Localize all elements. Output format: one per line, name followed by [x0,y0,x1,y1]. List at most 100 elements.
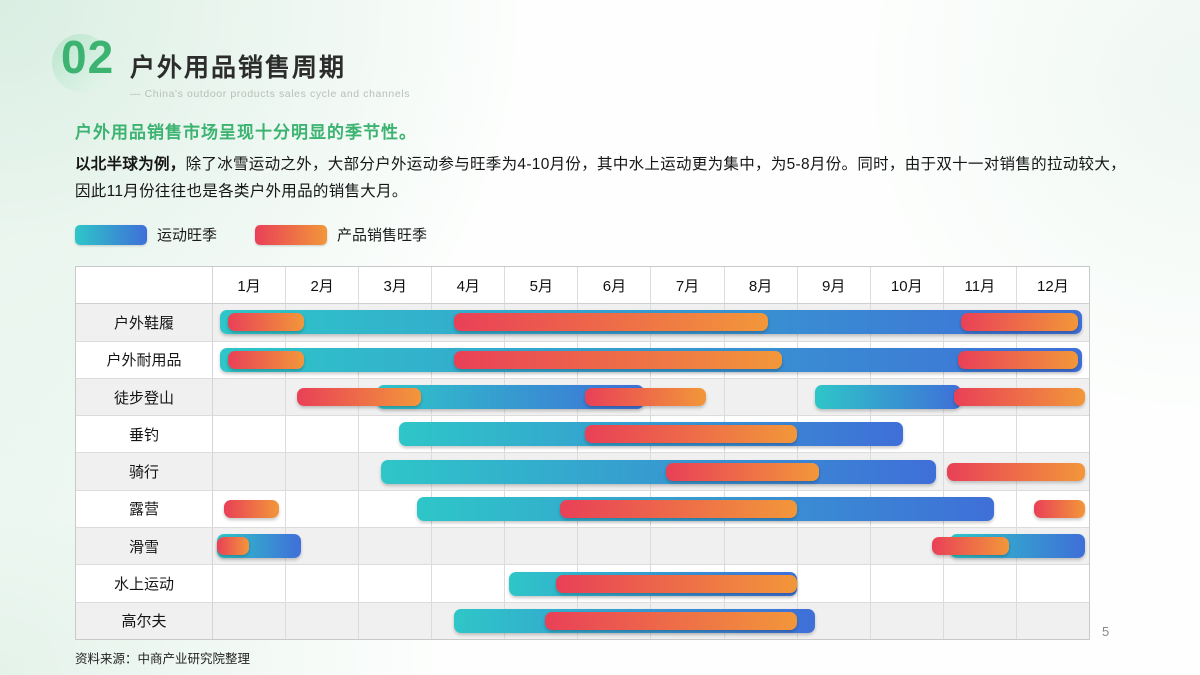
grid-cell [1015,602,1089,639]
grid-cell [213,453,285,489]
grid-cell [358,490,431,528]
sales-season-bar [957,350,1079,369]
grid-cell [796,565,870,602]
sales-season-bar [585,425,797,444]
sales-season-bar [932,537,1009,556]
grid-cell [358,528,431,565]
grid-cell [869,602,943,639]
body-text-bold: 以北半球为例， [75,156,186,173]
body-text-rest: 除了冰雪运动之外，大部分户外运动参与旺季为4-10月份，其中水上运动更为集中，为… [75,156,1126,200]
row-label: 露营 [76,490,213,528]
sales-cycle-gantt-chart: 1月 2月 3月 4月 5月 6月 7月 8月 9月 10月 11月 12月 户外鞋履 户外耐用品 徒步登山… [75,266,1090,640]
grid-cell [213,603,285,639]
sales-season-bar [223,499,279,518]
sales-season-bar [216,537,250,556]
month-header: 8月 [723,267,797,304]
grid-cell [285,416,358,453]
month-header: 10月 [869,267,943,304]
sales-season-bar [665,462,819,481]
month-header: 7月 [650,267,723,304]
chart-row: 高尔夫 [76,602,1089,639]
grid-cell [796,528,870,565]
grid-cell [504,528,577,565]
grid-cell [213,565,285,601]
sport-season-bar [815,385,962,410]
page-title: 户外用品销售周期 [130,54,347,82]
sales-season-bar [559,499,797,518]
chart-row: 骑行 [76,453,1089,491]
chart-row: 露营 [76,490,1089,529]
page-number: 5 [1102,624,1110,639]
chart-row: 徒步登山 [76,378,1089,417]
chart-legend: 运动旺季 产品销售旺季 [75,224,465,245]
grid-cell [796,378,870,416]
legend-label: 产品销售旺季 [337,227,428,244]
grid-cell [869,565,943,602]
row-label: 户外耐用品 [76,341,213,378]
month-header: 6月 [577,267,650,304]
sales-season-bar [545,611,797,630]
grid-cell [577,528,650,565]
month-header: 3月 [358,267,431,304]
grid-cell [942,602,1016,639]
grid-cell [431,602,504,639]
month-header-row: 1月 2月 3月 4月 5月 6月 7月 8月 9月 10月 11月 12月 [76,267,1089,305]
sales-season-bar [585,388,706,407]
row-label: 垂钓 [76,416,213,453]
slide-number-badge: 02 [52,31,138,102]
grid-cell [358,565,431,602]
sales-season-bar [1034,499,1086,518]
row-label: 滑雪 [76,528,213,565]
chart-row: 水上运动 [76,565,1089,603]
body-paragraph: 以北半球为例，除了冰雪运动之外，大部分户外运动参与旺季为4-10月份，其中水上运… [75,152,1133,205]
title-block: 户外用品销售周期 — China's outdoor products sale… [130,48,410,100]
page-subtitle: — China's outdoor products sales cycle a… [130,88,411,100]
grid-cell [1015,490,1089,528]
grid-cell [285,602,358,639]
grid-cell [431,565,504,602]
month-header: 11月 [942,267,1016,304]
grid-cell [213,379,285,415]
grid-cell [213,416,285,452]
row-label: 水上运动 [76,565,213,602]
sales-gradient-swatch [255,224,328,245]
sport-gradient-swatch [75,224,147,245]
row-label: 徒步登山 [76,378,213,416]
chart-row: 垂钓 [76,416,1089,454]
sales-season-bar [453,350,783,369]
grid-cell [1015,416,1089,453]
sales-season-bar [227,350,305,369]
badge-circle-decoration [52,34,110,92]
chart-row: 户外鞋履 [76,304,1089,342]
sales-season-bar [961,313,1079,332]
grid-cell [504,565,577,602]
row-label: 户外鞋履 [76,304,213,341]
chart-row: 滑雪 [76,528,1089,566]
grid-cell [431,528,504,565]
sales-season-bar [556,574,797,593]
chart-row: 户外耐用品 [76,341,1089,379]
grid-cell [1015,565,1089,602]
grid-cell [942,565,1016,602]
sales-season-bar [296,388,422,407]
section-heading: 户外用品销售市场呈现十分明显的季节性。 [75,123,417,142]
row-label: 高尔夫 [76,602,213,639]
grid-cell [942,453,1016,490]
grid-cell [723,378,797,416]
grid-cell [942,416,1016,453]
grid-cell [358,453,431,490]
sales-season-bar [953,388,1086,407]
grid-cell [358,416,431,453]
month-header: 2月 [285,267,358,304]
grid-cell [358,602,431,639]
grid-cell [285,378,358,416]
sales-season-bar [946,462,1086,481]
sport-season-bar [380,459,936,484]
grid-cell [285,565,358,602]
month-header: 12月 [1015,267,1089,304]
grid-cell [285,490,358,528]
sales-season-bar [453,313,768,332]
sales-season-bar [227,313,305,332]
legend-label: 运动旺季 [157,227,218,244]
grid-cell [285,453,358,490]
